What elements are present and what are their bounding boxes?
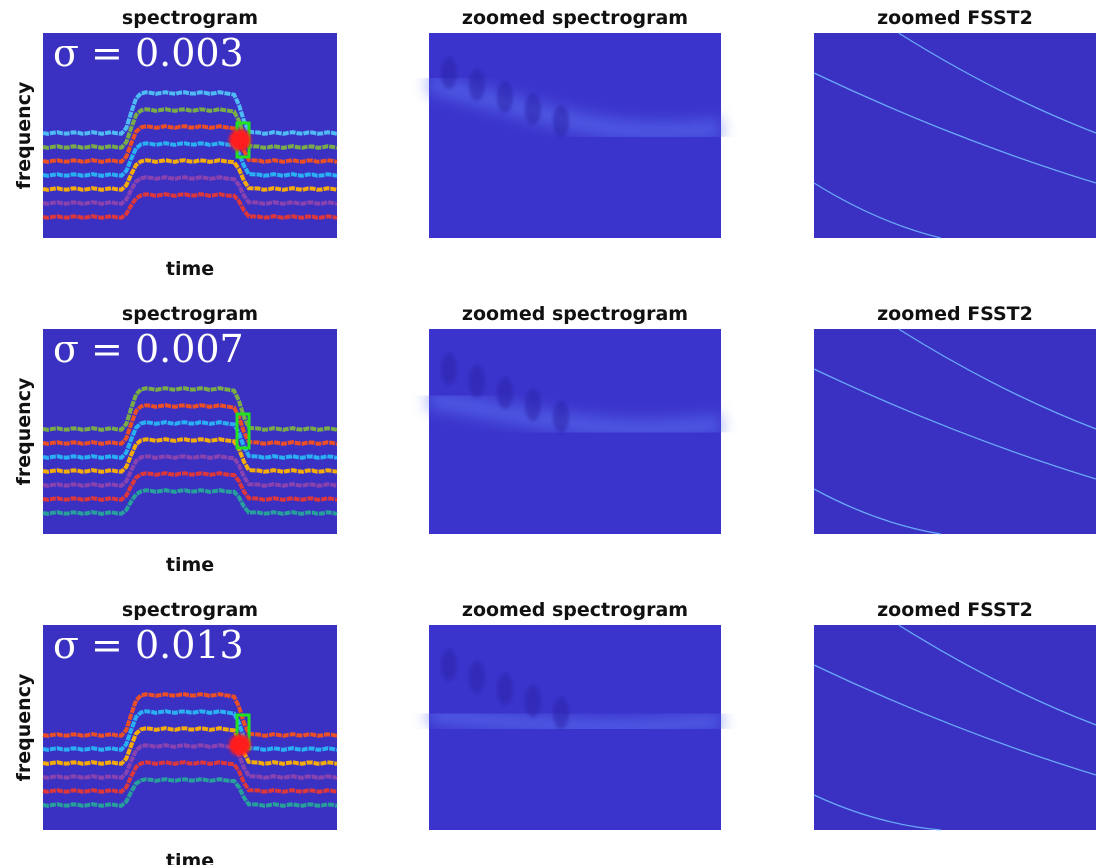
- y-label: frequency: [13, 673, 35, 781]
- ridge-curve: [42, 386, 338, 432]
- outlier-blob: [228, 129, 251, 151]
- dark-spot: [469, 69, 485, 101]
- ridge-band: [428, 706, 723, 737]
- ridge-curve: [42, 158, 338, 192]
- dark-spot: [553, 105, 569, 137]
- ridge-line: [898, 328, 1096, 430]
- zoom-texture: [428, 649, 723, 737]
- ridge-line: [813, 182, 942, 239]
- zoomed-fsst-panel: [814, 625, 1096, 830]
- dark-spot: [553, 697, 569, 729]
- annotation: σ = 0.003: [53, 31, 244, 75]
- zoom-box: [235, 412, 251, 450]
- ridge-curve: [42, 760, 338, 794]
- dark-spot: [441, 57, 457, 89]
- x-label: time: [166, 258, 214, 280]
- dark-spot: [525, 389, 541, 421]
- ridge-line: [813, 488, 942, 535]
- ridge-curve: [42, 420, 338, 460]
- zoomed-fsst-panel: [814, 329, 1096, 534]
- panel-title: zoomed FSST2: [877, 7, 1033, 29]
- ridge-curve: [42, 403, 338, 446]
- ridge-curve: [42, 743, 338, 780]
- panel-title: zoomed FSST2: [877, 599, 1033, 621]
- panel-title: spectrogram: [122, 303, 258, 325]
- ridge-curve: [42, 709, 338, 752]
- x-label: time: [166, 850, 214, 865]
- zoom-texture: [427, 353, 723, 439]
- ridge-curve: [42, 471, 338, 502]
- dark-spot: [469, 661, 485, 693]
- x-label: time: [166, 554, 214, 576]
- annotation: σ = 0.007: [53, 327, 244, 371]
- ridge-curve: [42, 454, 338, 488]
- panel-title: zoomed spectrogram: [462, 303, 688, 325]
- panel-title: zoomed FSST2: [877, 303, 1033, 325]
- ridge-line: [813, 794, 941, 831]
- dark-spot: [525, 93, 541, 125]
- ridge-line: [813, 664, 1096, 776]
- ridge-line: [813, 368, 1096, 480]
- dark-spot: [441, 353, 457, 385]
- dark-spot: [497, 673, 513, 705]
- ridge-curve: [42, 437, 338, 474]
- y-label: frequency: [13, 81, 35, 189]
- outlier-blob: [228, 734, 251, 756]
- y-label: frequency: [13, 377, 35, 485]
- ridge-line: [898, 624, 1096, 726]
- ridge-curve: [42, 488, 338, 516]
- ridge-curve: [42, 726, 338, 766]
- zoom-texture: [426, 57, 723, 141]
- ridge-curve: [42, 777, 338, 808]
- dark-spot: [553, 401, 569, 433]
- dark-spot: [525, 685, 541, 717]
- panel-title: spectrogram: [122, 599, 258, 621]
- panel-title: spectrogram: [122, 7, 258, 29]
- dark-spot: [469, 365, 485, 397]
- ridge-curve: [42, 107, 338, 150]
- dark-spot: [441, 649, 457, 681]
- dark-spot: [497, 377, 513, 409]
- panel-title: zoomed spectrogram: [462, 599, 688, 621]
- ridge-line: [898, 32, 1096, 134]
- ridge-curve: [42, 124, 338, 164]
- ridge-curve: [42, 90, 338, 136]
- dark-spot: [497, 81, 513, 113]
- ridge-band: [427, 390, 723, 439]
- annotation: σ = 0.013: [53, 623, 244, 667]
- panel-title: zoomed spectrogram: [462, 7, 688, 29]
- ridge-curve: [42, 141, 338, 178]
- ridge-line: [813, 72, 1096, 184]
- ridge-curve: [42, 175, 338, 206]
- ridge-curve: [42, 692, 338, 738]
- ridge-curve: [42, 192, 338, 220]
